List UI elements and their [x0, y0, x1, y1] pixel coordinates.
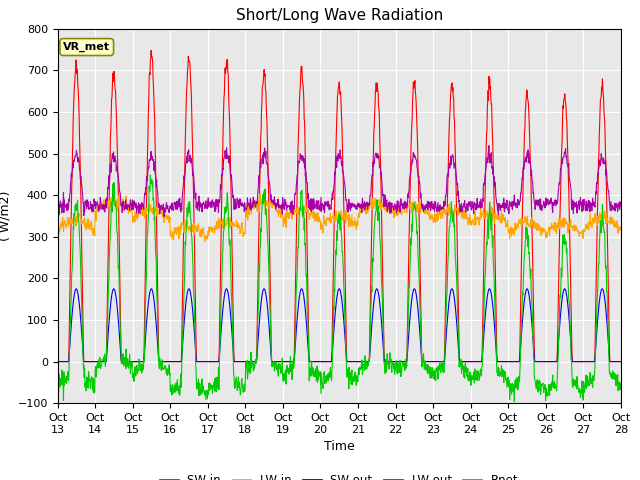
X-axis label: Time: Time — [324, 440, 355, 453]
Y-axis label: ( W/m2): ( W/m2) — [0, 191, 12, 241]
Title: Short/Long Wave Radiation: Short/Long Wave Radiation — [236, 9, 443, 24]
Text: VR_met: VR_met — [63, 42, 110, 52]
Legend: SW in, LW in, SW out, LW out, Rnet: SW in, LW in, SW out, LW out, Rnet — [156, 469, 523, 480]
